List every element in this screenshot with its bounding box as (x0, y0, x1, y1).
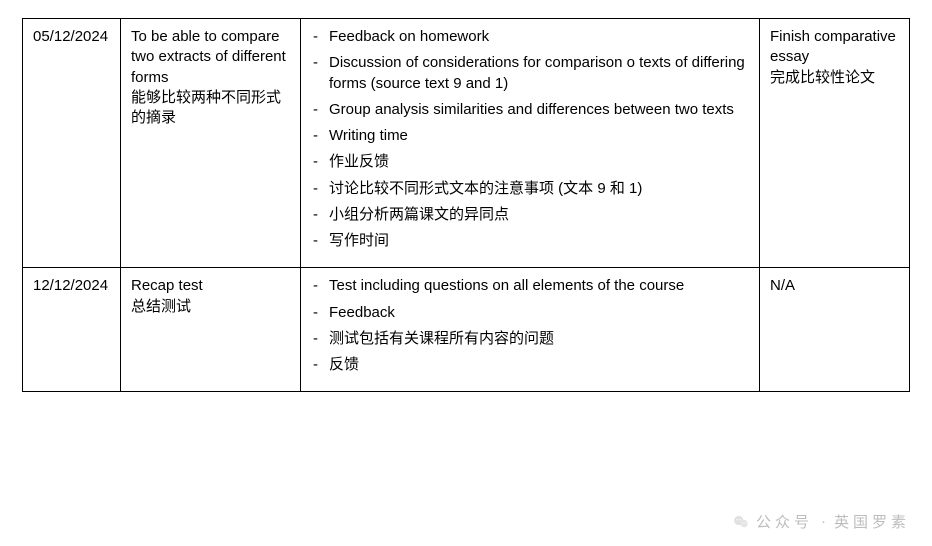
table-row: 05/12/2024 To be able to compare two ext… (23, 19, 910, 268)
bullet-item: 写作时间 (311, 231, 749, 251)
date-text: 05/12/2024 (33, 28, 108, 45)
cell-homework: Finish comparative essay 完成比较性论文 (760, 19, 910, 268)
cell-content: Feedback on homework Discussion of consi… (301, 19, 760, 268)
bullet-item: 作业反馈 (311, 152, 749, 172)
watermark: 公众号 · 英国罗素 (732, 511, 910, 532)
bullet-item: Feedback (311, 303, 749, 323)
cell-homework: N/A (760, 268, 910, 392)
bullet-list: Test including questions on all elements… (311, 276, 749, 375)
wechat-icon (732, 513, 750, 531)
bullet-item: Group analysis similarities and differen… (311, 100, 749, 120)
watermark-separator: · (821, 513, 826, 530)
topic-en: Recap test (131, 277, 203, 294)
cell-date: 12/12/2024 (23, 268, 121, 392)
cell-topic: Recap test 总结测试 (121, 268, 301, 392)
bullet-item: 小组分析两篇课文的异同点 (311, 205, 749, 225)
page-container: 05/12/2024 To be able to compare two ext… (0, 0, 932, 546)
topic-cn: 能够比较两种不同形式的摘录 (131, 88, 290, 129)
schedule-body: 05/12/2024 To be able to compare two ext… (23, 19, 910, 392)
cell-content: Test including questions on all elements… (301, 268, 760, 392)
topic-cn: 总结测试 (131, 297, 290, 317)
homework-en: Finish comparative essay (770, 28, 896, 65)
homework-en: N/A (770, 277, 795, 294)
date-text: 12/12/2024 (33, 277, 108, 294)
homework-cn: 完成比较性论文 (770, 68, 899, 88)
watermark-prefix: 公众号 (756, 511, 813, 532)
watermark-name: 英国罗素 (834, 511, 910, 532)
table-row: 12/12/2024 Recap test 总结测试 Test includin… (23, 268, 910, 392)
schedule-table: 05/12/2024 To be able to compare two ext… (22, 18, 910, 392)
bullet-list: Feedback on homework Discussion of consi… (311, 27, 749, 251)
bullet-item: Test including questions on all elements… (311, 276, 749, 296)
bullet-item: 反馈 (311, 355, 749, 375)
bullet-item: Feedback on homework (311, 27, 749, 47)
bullet-item: 测试包括有关课程所有内容的问题 (311, 329, 749, 349)
cell-date: 05/12/2024 (23, 19, 121, 268)
topic-en: To be able to compare two extracts of di… (131, 28, 286, 86)
bullet-item: Discussion of considerations for compari… (311, 53, 749, 94)
cell-topic: To be able to compare two extracts of di… (121, 19, 301, 268)
bullet-item: Writing time (311, 126, 749, 146)
bullet-item: 讨论比较不同形式文本的注意事项 (文本 9 和 1) (311, 179, 749, 199)
